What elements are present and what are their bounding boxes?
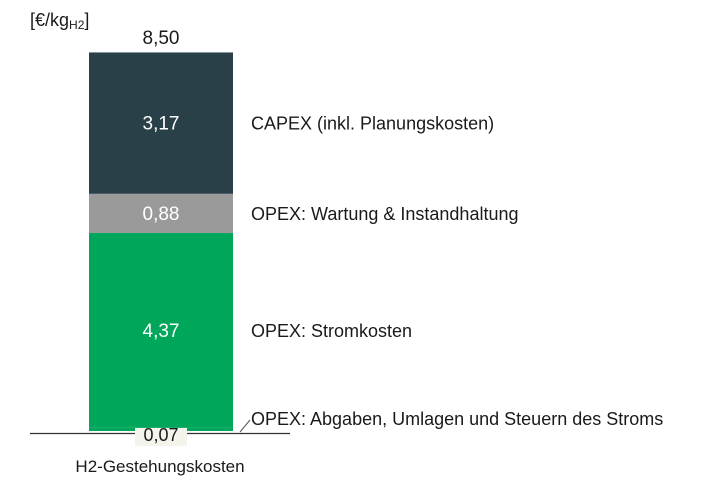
y-axis-label-main: [€/kg (30, 10, 70, 30)
legend-label-1: OPEX: Stromkosten (251, 321, 412, 341)
bar-segment-2 (89, 193, 233, 234)
legend-label-0: OPEX: Abgaben, Umlagen und Steuern des S… (251, 409, 663, 429)
value-label-2: 0,88 (143, 204, 180, 225)
y-axis-label: [€/kgH2] (30, 10, 89, 32)
y-axis-label-close: ] (84, 10, 90, 30)
bar-segment-3 (89, 52, 233, 194)
legend-label-3: CAPEX (inkl. Planungskosten) (251, 114, 494, 134)
category-label: H2-Gestehungskosten (75, 457, 244, 476)
total-label: 8,50 (143, 28, 180, 49)
bar-segment-1 (89, 233, 233, 428)
value-label-0: 0,07 (143, 425, 178, 445)
legend-label-2: OPEX: Wartung & Instandhaltung (251, 204, 519, 224)
leader-line-0 (239, 419, 251, 433)
y-axis-label-subscript: H2 (69, 18, 85, 32)
value-label-3: 3,17 (143, 114, 180, 135)
value-label-1: 4,37 (143, 321, 180, 342)
